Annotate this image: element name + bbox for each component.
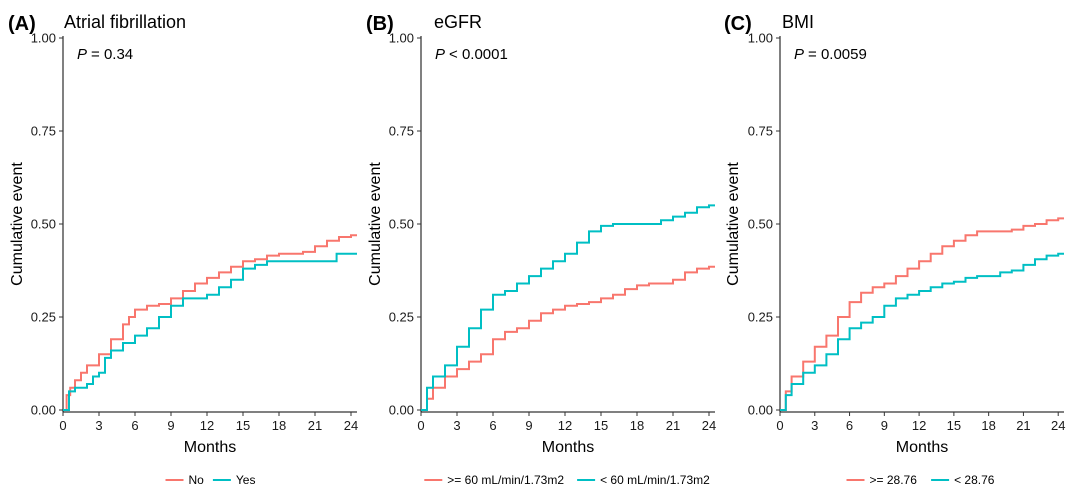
legend-label-2: Yes: [236, 473, 256, 487]
y-tick-label: 0.00: [389, 403, 414, 418]
p-symbol: P: [435, 46, 445, 63]
x-tick-label: 3: [811, 418, 818, 433]
p-value-annotation: P < 0.0001: [435, 46, 508, 63]
y-tick-label: 0.25: [389, 310, 414, 325]
x-tick-label: 21: [308, 418, 322, 433]
x-tick-label: 6: [131, 418, 138, 433]
panel-letter: (A): [8, 13, 36, 35]
y-tick-label: 0.75: [31, 124, 56, 139]
panel-2: (C) BMI 0.00 0.25 0.50 0.75 1.00 0 3 6 9 12 15 18 21 24…: [724, 12, 1065, 487]
x-tick-label: 12: [200, 418, 214, 433]
p-value-annotation: P = 0.0059: [794, 46, 867, 63]
legend-label-2: < 28.76: [954, 473, 995, 487]
y-tick-label: 1.00: [748, 31, 773, 46]
p-value-text: = 0.34: [91, 46, 133, 63]
x-tick-label: 21: [666, 418, 680, 433]
y-axis-title: Cumulative event: [9, 162, 26, 286]
legend-label-1: >= 60 mL/min/1.73m2: [447, 473, 564, 487]
x-axis-title: Months: [184, 439, 236, 456]
y-tick-label: 0.00: [748, 403, 773, 418]
x-tick-label: 12: [912, 418, 926, 433]
x-tick-label: 9: [167, 418, 174, 433]
x-tick-label: 3: [453, 418, 460, 433]
panel-0: (A) Atrial fibrillation 0.00 0.25 0.50 0.75 1.…: [8, 12, 358, 487]
x-tick-label: 0: [776, 418, 783, 433]
y-tick-label: 1.00: [31, 31, 56, 46]
x-tick-label: 21: [1016, 418, 1030, 433]
series-line-2: [421, 204, 715, 411]
p-value-annotation: P = 0.34: [77, 46, 133, 63]
x-tick-label: 15: [236, 418, 250, 433]
legend-label-1: >= 28.76: [870, 473, 918, 487]
p-symbol: P: [794, 46, 804, 63]
y-tick-label: 0.50: [31, 217, 56, 232]
x-axis-title: Months: [896, 439, 948, 456]
x-tick-label: 3: [95, 418, 102, 433]
series-line-1: [421, 265, 715, 411]
panel-title: Atrial fibrillation: [64, 12, 186, 32]
legend: >= 28.76 < 28.76: [846, 473, 995, 487]
y-tick-label: 0.25: [31, 310, 56, 325]
x-tick-label: 15: [947, 418, 961, 433]
y-tick-label: 0.50: [748, 217, 773, 232]
panel-letter: (B): [366, 13, 394, 35]
series-line-1: [780, 217, 1064, 411]
series-line-2: [63, 252, 357, 411]
x-tick-label: 0: [59, 418, 66, 433]
x-tick-label: 12: [558, 418, 572, 433]
y-tick-label: 1.00: [389, 31, 414, 46]
x-tick-label: 24: [702, 418, 716, 433]
panel-title: eGFR: [434, 12, 482, 32]
legend-label-1: No: [189, 473, 205, 487]
x-tick-label: 18: [272, 418, 286, 433]
x-tick-label: 18: [981, 418, 995, 433]
x-tick-label: 9: [525, 418, 532, 433]
panel-1: (B) eGFR 0.00 0.25 0.50 0.75 1.00 0 3 6 9 12 15 18 21 2…: [366, 12, 716, 487]
x-tick-label: 9: [881, 418, 888, 433]
series-line-2: [780, 252, 1064, 411]
legend: >= 60 mL/min/1.73m2 < 60 mL/min/1.73m2: [424, 473, 710, 487]
legend-label-2: < 60 mL/min/1.73m2: [600, 473, 710, 487]
x-tick-label: 18: [630, 418, 644, 433]
legend: No Yes: [165, 473, 256, 487]
y-axis-title: Cumulative event: [725, 162, 742, 286]
x-tick-label: 6: [846, 418, 853, 433]
y-tick-label: 0.75: [748, 124, 773, 139]
p-symbol: P: [77, 46, 87, 63]
p-value-text: = 0.0059: [808, 46, 867, 63]
y-tick-label: 0.00: [31, 403, 56, 418]
x-tick-label: 6: [489, 418, 496, 433]
y-tick-label: 0.25: [748, 310, 773, 325]
x-tick-label: 24: [1051, 418, 1065, 433]
x-axis-title: Months: [542, 439, 594, 456]
series-line-1: [63, 234, 357, 411]
y-axis-title: Cumulative event: [367, 162, 384, 286]
panel-title: BMI: [782, 12, 814, 32]
panel-letter: (C): [724, 13, 752, 35]
y-tick-label: 0.75: [389, 124, 414, 139]
x-tick-label: 0: [417, 418, 424, 433]
p-value-text: < 0.0001: [449, 46, 508, 63]
y-tick-label: 0.50: [389, 217, 414, 232]
x-tick-label: 15: [594, 418, 608, 433]
x-tick-label: 24: [344, 418, 358, 433]
